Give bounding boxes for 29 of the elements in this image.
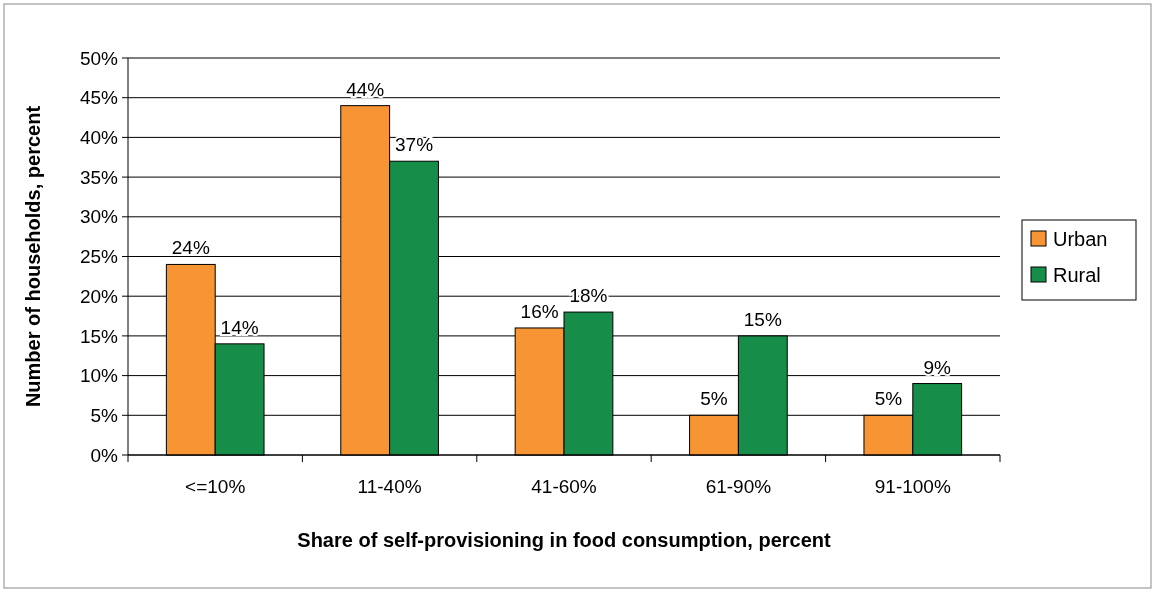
data-label: 5% — [700, 388, 728, 410]
x-tick-label: <=10% — [185, 476, 246, 497]
y-tick-label: 10% — [79, 365, 119, 387]
y-tick-label: 20% — [79, 285, 119, 307]
data-label: 9% — [923, 356, 952, 378]
data-label: 24% — [171, 237, 210, 259]
y-tick-label: 5% — [90, 404, 119, 426]
legend-label: Urban — [1053, 228, 1108, 250]
y-tick-label: 45% — [79, 87, 119, 109]
y-tick-label: 50% — [79, 47, 119, 69]
legend-label: Rural — [1053, 264, 1101, 286]
x-tick-label: 11-40% — [357, 476, 422, 497]
y-tick-label: 30% — [79, 206, 119, 228]
y-tick-label: 0% — [90, 444, 119, 466]
y-tick-label: 40% — [79, 127, 119, 149]
y-tick-label: 35% — [79, 166, 119, 188]
y-axis-title: Number of households, percent — [22, 105, 44, 408]
y-tick-label: 25% — [79, 246, 119, 268]
data-label: 5% — [874, 388, 903, 410]
x-tick-label: 91-100% — [874, 476, 951, 497]
data-label: 16% — [520, 300, 559, 322]
data-label: 44% — [346, 78, 385, 100]
data-label: 14% — [220, 316, 259, 338]
data-label: 37% — [395, 134, 434, 156]
y-tick-label: 15% — [79, 325, 119, 347]
data-label: 15% — [743, 308, 782, 330]
x-tick-label: 61-90% — [705, 476, 772, 497]
x-tick-label: 41-60% — [531, 476, 597, 497]
x-axis-title: Share of self-provisioning in food consumption, percent — [297, 529, 832, 551]
